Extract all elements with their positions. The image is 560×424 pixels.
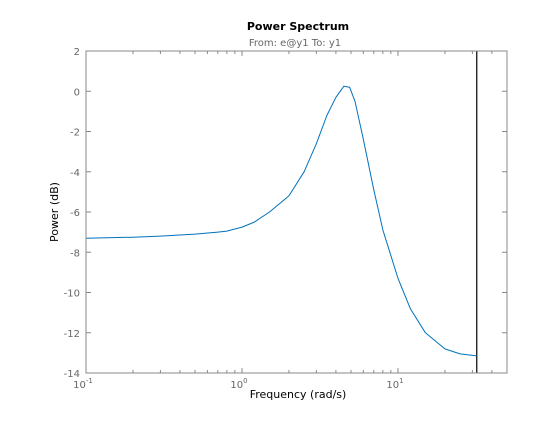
y-tick-label: -6 [70,208,80,219]
y-tick-label: 0 [74,87,80,98]
y-tick-label: 2 [74,47,80,58]
x-tick-label: 10-1 [73,377,93,391]
y-tick-label: -2 [70,128,80,139]
y-axis-label: Power (dB) [48,182,61,242]
x-tick-label: 101 [386,377,403,391]
y-tick-label: -12 [64,329,80,340]
chart-subtitle: From: e@y1 To: y1 [249,38,341,49]
series-layer [85,85,477,357]
y-tick-label: -4 [70,168,80,179]
series-line [85,85,477,357]
plot-area [86,51,507,373]
x-tick-label: 100 [230,377,247,391]
chart-title: Power Spectrum [247,20,349,33]
y-tick-label: -14 [64,369,80,380]
x-axis-label: Frequency (rad/s) [250,388,347,401]
y-tick-label: -10 [64,289,80,300]
y-tick-label: -8 [70,248,80,259]
